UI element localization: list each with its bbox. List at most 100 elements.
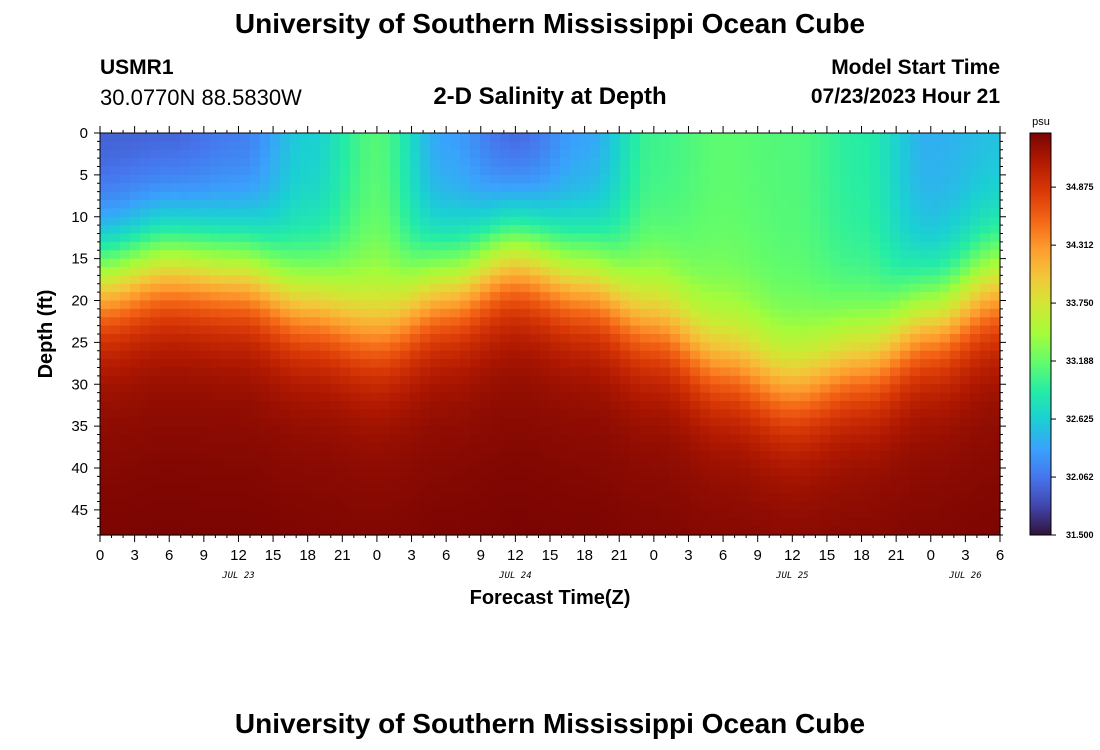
- heatmap-cell: [940, 401, 951, 410]
- heatmap-cell: [380, 476, 391, 486]
- heatmap-cell: [940, 133, 951, 142]
- heatmap-cell: [170, 258, 181, 268]
- heatmap-cell: [630, 158, 641, 168]
- heatmap-cell: [640, 442, 651, 452]
- heatmap-cell: [760, 325, 771, 335]
- heatmap-cell: [700, 509, 711, 519]
- heatmap-cell: [310, 493, 321, 503]
- heatmap-cell: [860, 292, 871, 302]
- heatmap-cell: [950, 149, 961, 159]
- heatmap-cell: [350, 493, 361, 503]
- heatmap-cell: [710, 300, 721, 310]
- heatmap-cell: [680, 518, 691, 528]
- heatmap-cell: [620, 233, 631, 243]
- heatmap-cell: [310, 174, 321, 184]
- heatmap-cell: [740, 200, 751, 209]
- heatmap-cell: [960, 149, 971, 159]
- heatmap-cell: [860, 300, 871, 310]
- heatmap-cell: [120, 275, 131, 285]
- heatmap-cell: [700, 258, 711, 268]
- heatmap-cell: [290, 426, 301, 436]
- heatmap-cell: [630, 501, 641, 511]
- heatmap-cell: [850, 158, 861, 168]
- heatmap-cell: [510, 292, 521, 302]
- heatmap-cell: [430, 350, 441, 360]
- heatmap-cell: [580, 350, 591, 360]
- heatmap-cell: [860, 426, 871, 436]
- heatmap-cell: [420, 275, 431, 285]
- heatmap-cell: [570, 459, 581, 469]
- heatmap-cell: [900, 409, 911, 419]
- heatmap-cell: [890, 509, 901, 519]
- heatmap-cell: [930, 451, 941, 461]
- heatmap-cell: [620, 275, 631, 285]
- heatmap-cell: [730, 308, 741, 318]
- heatmap-cell: [570, 250, 581, 260]
- heatmap-cell: [970, 267, 981, 276]
- heatmap-cell: [610, 174, 621, 184]
- heatmap-cell: [720, 149, 731, 159]
- heatmap-cell: [970, 409, 981, 419]
- heatmap-cell: [260, 183, 271, 193]
- heatmap-cell: [590, 476, 601, 486]
- heatmap-cell: [330, 174, 341, 184]
- heatmap-cell: [540, 501, 551, 511]
- heatmap-cell: [470, 208, 481, 218]
- heatmap-cell: [460, 476, 471, 486]
- heatmap-cell: [280, 225, 291, 235]
- heatmap-cell: [660, 225, 671, 235]
- heatmap-cell: [510, 417, 521, 427]
- heatmap-cell: [160, 158, 171, 168]
- heatmap-cell: [860, 283, 871, 293]
- heatmap-cell: [140, 317, 151, 327]
- heatmap-cell: [980, 350, 991, 360]
- heatmap-cell: [230, 375, 241, 385]
- heatmap-cell: [370, 250, 381, 260]
- heatmap-cell: [170, 526, 181, 536]
- heatmap-cell: [630, 225, 641, 235]
- heatmap-cell: [610, 367, 621, 377]
- heatmap-cell: [310, 476, 321, 486]
- heatmap-cell: [600, 468, 611, 477]
- heatmap-cell: [270, 484, 281, 494]
- heatmap-cell: [220, 308, 231, 318]
- heatmap-cell: [140, 342, 151, 352]
- heatmap-cell: [820, 166, 831, 176]
- heatmap-cell: [390, 258, 401, 268]
- heatmap-cell: [340, 359, 351, 369]
- heatmap-cell: [650, 342, 661, 352]
- heatmap-cell: [470, 526, 481, 536]
- heatmap-cell: [120, 174, 131, 184]
- heatmap-cell: [110, 317, 121, 327]
- heatmap-cell: [720, 191, 731, 201]
- heatmap-cell: [810, 401, 821, 410]
- heatmap-cell: [500, 250, 511, 260]
- heatmap-cell: [850, 384, 861, 394]
- heatmap-cell: [580, 325, 591, 335]
- heatmap-cell: [210, 200, 221, 209]
- heatmap-cell: [360, 468, 371, 477]
- heatmap-cell: [110, 375, 121, 385]
- heatmap-cell: [640, 409, 651, 419]
- heatmap-cell: [810, 141, 821, 151]
- heatmap-cell: [720, 476, 731, 486]
- heatmap-cell: [270, 451, 281, 461]
- heatmap-cell: [770, 141, 781, 151]
- heatmap-cell: [190, 334, 201, 343]
- heatmap-cell: [870, 325, 881, 335]
- heatmap-cell: [150, 258, 161, 268]
- heatmap-cell: [450, 484, 461, 494]
- y-tick-label: 35: [71, 418, 88, 435]
- heatmap-cell: [850, 334, 861, 343]
- heatmap-cell: [880, 367, 891, 377]
- heatmap-cell: [240, 149, 251, 159]
- heatmap-cell: [690, 267, 701, 276]
- heatmap-cell: [650, 225, 661, 235]
- heatmap-cell: [690, 334, 701, 343]
- heatmap-cell: [990, 325, 1001, 335]
- heatmap-cell: [730, 367, 741, 377]
- heatmap-cell: [580, 417, 591, 427]
- heatmap-cell: [220, 258, 231, 268]
- heatmap-cell: [520, 241, 531, 251]
- heatmap-cell: [490, 233, 501, 243]
